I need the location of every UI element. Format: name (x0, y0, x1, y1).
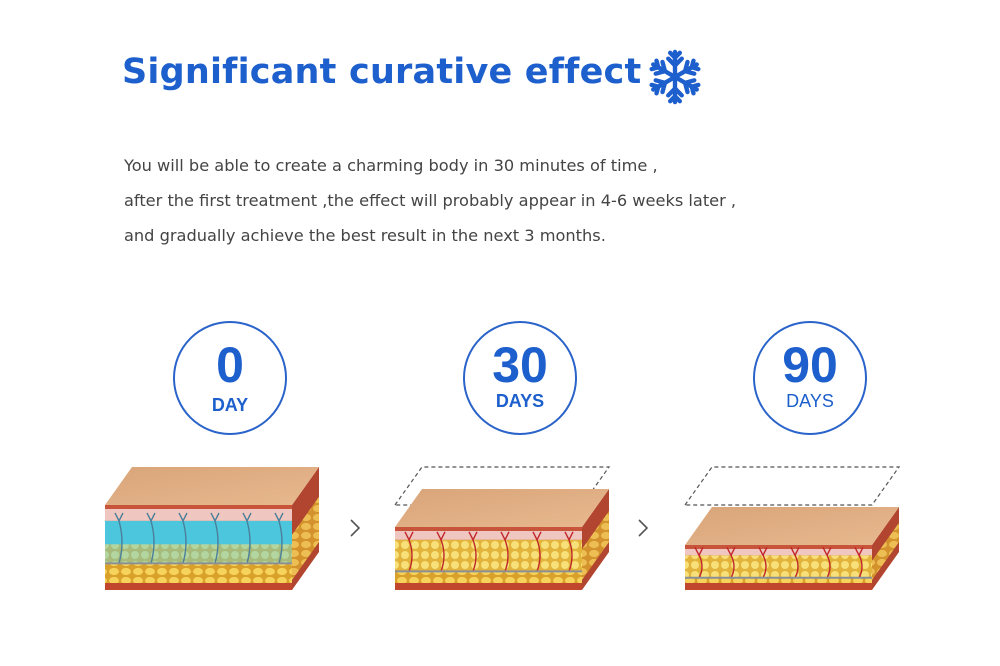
snowflake-icon (646, 49, 704, 108)
stage-badge-90-days: 90 DAYS (753, 321, 867, 435)
skin-block-day-0 (105, 467, 319, 590)
chevron-right-icon (350, 519, 361, 537)
description: You will be able to create a charming bo… (124, 148, 736, 253)
description-line: after the first treatment ,the effect wi… (124, 191, 737, 210)
skin-surface (105, 467, 319, 505)
original-volume-outline (683, 466, 901, 506)
skin-surface (685, 507, 899, 545)
stage-number: 90 (782, 337, 838, 393)
skin-surface (395, 489, 609, 527)
page-title: Significant curative effect (122, 52, 642, 92)
stage-badge-0-day: 0 DAY (173, 321, 287, 435)
description-line: and gradually achieve the best result in… (124, 226, 606, 245)
original-volume-outline (393, 466, 611, 506)
stage-unit: DAYS (786, 391, 834, 411)
stage-unit: DAY (211, 395, 249, 415)
stage-number: 0 (216, 337, 244, 393)
chevron-right-icon (638, 519, 649, 537)
stage-unit: DAYS (495, 391, 545, 411)
skin-block-day-30 (393, 466, 611, 590)
description-line: You will be able to create a charming bo… (124, 156, 658, 175)
stage-number: 30 (492, 337, 548, 393)
skin-block-day-90 (683, 466, 901, 590)
stage-badge-30-days: 30 DAYS (463, 321, 577, 435)
